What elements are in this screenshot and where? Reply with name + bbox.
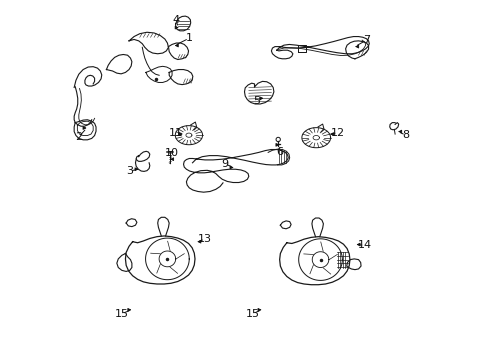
Text: 7: 7	[362, 35, 369, 45]
Text: 15: 15	[114, 309, 128, 319]
Text: 1: 1	[185, 33, 192, 43]
Text: 10: 10	[165, 148, 179, 158]
Text: 8: 8	[402, 130, 408, 140]
Text: 5: 5	[253, 96, 260, 106]
Text: 15: 15	[245, 309, 259, 319]
Text: 11: 11	[168, 129, 183, 138]
Text: 2: 2	[75, 132, 82, 142]
Text: 9: 9	[221, 159, 228, 169]
Text: 6: 6	[276, 147, 283, 157]
Text: 12: 12	[330, 128, 344, 138]
Text: 13: 13	[198, 234, 212, 244]
Text: 14: 14	[357, 240, 371, 250]
Text: 4: 4	[172, 15, 179, 26]
Text: 3: 3	[126, 166, 133, 176]
